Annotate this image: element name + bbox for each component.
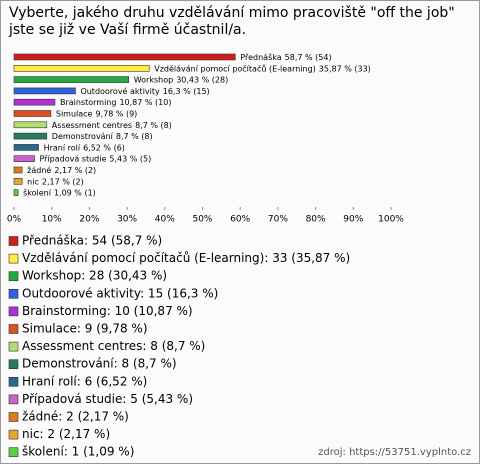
legend-label: Assessment centres: 8 (8,7 %) bbox=[22, 339, 205, 353]
bar-label: žádné 2,17 % (2) bbox=[27, 165, 96, 175]
x-tick-label: 0% bbox=[7, 215, 22, 225]
bar-label: Demonstrování 8,7 % (8) bbox=[52, 132, 153, 141]
value-label: 8,7 % (8) bbox=[135, 120, 172, 129]
legend-label: Brainstorming: 10 (10,87 %) bbox=[22, 304, 193, 318]
category-label: Brainstorming bbox=[60, 98, 116, 107]
bar bbox=[13, 189, 19, 196]
x-tick-label: 70% bbox=[268, 215, 288, 225]
bar-label: Případová studie 5,43 % (5) bbox=[39, 154, 151, 163]
value-label: 8,7 % (8) bbox=[116, 132, 153, 141]
bar bbox=[13, 87, 76, 95]
category-label: školení bbox=[23, 187, 52, 197]
value-label: 6,52 % (6) bbox=[83, 143, 125, 152]
bar bbox=[13, 132, 48, 140]
x-tick-label: 80% bbox=[306, 215, 326, 225]
bar-label: Simulace 9,78 % (9) bbox=[56, 109, 137, 118]
category-label: žádné bbox=[27, 165, 51, 175]
legend-label: Přednáška: 54 (58,7 %) bbox=[22, 234, 162, 248]
x-tick-label: 10% bbox=[42, 215, 62, 225]
bar bbox=[13, 155, 35, 162]
bar-label: Assessment centres 8,7 % (8) bbox=[52, 120, 172, 129]
x-tick-label: 100% bbox=[378, 215, 404, 225]
bar-label: nic 2,17 % (2) bbox=[27, 177, 84, 186]
legend-swatch bbox=[8, 376, 19, 387]
x-tick-label: 30% bbox=[117, 215, 137, 225]
bar-label: Hraní rolí 6,52 % (6) bbox=[44, 143, 125, 152]
bar-label: Brainstorming 10,87 % (10) bbox=[60, 98, 172, 107]
value-label: 9,78 % (9) bbox=[95, 109, 137, 118]
legend-swatch bbox=[8, 288, 19, 299]
legend-swatch bbox=[8, 429, 19, 440]
x-tick-label: 90% bbox=[343, 215, 363, 225]
bar-label: Přednáška 58,7 % (54) bbox=[240, 52, 331, 62]
category-label: Hraní rolí bbox=[44, 143, 81, 152]
value-label: 2,17 % (2) bbox=[54, 166, 96, 175]
source: zdroj: https://53751.vyplnto.cz bbox=[318, 447, 471, 458]
value-label: 5,43 % (5) bbox=[109, 154, 151, 163]
bar bbox=[13, 166, 23, 174]
legend-label: žádné: 2 (2,17 %) bbox=[22, 410, 129, 424]
legend-swatch bbox=[8, 253, 19, 264]
legend-label: Vzdělávání pomocí počítačů (E-learning):… bbox=[22, 251, 350, 265]
value-label: 30,43 % (28) bbox=[176, 75, 228, 84]
legend-label: Outdoorové aktivity: 15 (16,3 %) bbox=[22, 286, 218, 300]
value-label: 35,87 % (33) bbox=[319, 64, 371, 73]
category-label: Assessment centres bbox=[52, 120, 132, 129]
legend-swatch bbox=[8, 236, 19, 246]
bar bbox=[13, 65, 150, 72]
legend-label: Workshop: 28 (30,43 %) bbox=[22, 269, 167, 283]
value-label: 16,3 % (15) bbox=[163, 86, 210, 95]
legend-label: Simulace: 9 (9,78 %) bbox=[22, 322, 148, 336]
bar bbox=[13, 178, 23, 185]
legend-swatch bbox=[8, 412, 19, 422]
legend-label: Hraní rolí: 6 (6,52 %) bbox=[22, 374, 147, 388]
bar bbox=[13, 144, 39, 151]
chart-title: Vyberte, jakého druhu vzdělávání mimo pr… bbox=[9, 5, 455, 38]
legend-swatch bbox=[8, 447, 19, 458]
legend-swatch bbox=[8, 394, 19, 405]
category-label: Workshop bbox=[134, 75, 173, 84]
category-label: Vzdělávání pomocí počítačů (E-learning) bbox=[154, 63, 316, 73]
legend-label: Demonstrování: 8 (8,7 %) bbox=[22, 357, 177, 371]
legend-swatch bbox=[8, 271, 19, 282]
bar bbox=[13, 110, 52, 117]
legend-swatch bbox=[8, 324, 19, 334]
bar-label: Workshop 30,43 % (28) bbox=[134, 75, 228, 84]
x-tick-label: 20% bbox=[79, 215, 99, 225]
bar bbox=[13, 121, 48, 129]
category-label: Přednáška bbox=[240, 52, 281, 62]
legend-label: školení: 1 (1,09 %) bbox=[22, 445, 134, 459]
bar-label: Vzdělávání pomocí počítačů (E-learning) 3… bbox=[154, 63, 371, 73]
bar bbox=[13, 98, 56, 106]
bar bbox=[13, 53, 236, 61]
category-label: Demonstrování bbox=[52, 132, 114, 141]
legend-swatch bbox=[8, 306, 19, 317]
category-label: Případová studie bbox=[39, 154, 106, 163]
value-label: 1,09 % (1) bbox=[54, 188, 96, 197]
x-tick-label: 50% bbox=[192, 215, 212, 225]
legend-swatch bbox=[8, 359, 19, 370]
category-label: nic bbox=[27, 177, 39, 186]
x-tick-label: 40% bbox=[155, 215, 175, 225]
bar-label: Outdoorové aktivity 16,3 % (15) bbox=[80, 85, 209, 95]
category-label: Simulace bbox=[56, 109, 93, 118]
legend-label: Případová studie: 5 (5,43 %) bbox=[22, 392, 193, 406]
legend-swatch bbox=[8, 341, 19, 352]
bar bbox=[13, 76, 130, 83]
legend-label: nic: 2 (2,17 %) bbox=[22, 427, 110, 441]
bar-label: školení 1,09 % (1) bbox=[23, 187, 96, 197]
value-label: 2,17 % (2) bbox=[42, 177, 84, 186]
x-tick-label: 60% bbox=[230, 215, 250, 225]
value-label: 10,87 % (10) bbox=[119, 98, 171, 107]
category-label: Outdoorové aktivity bbox=[80, 85, 160, 95]
value-label: 58,7 % (54) bbox=[285, 53, 332, 62]
